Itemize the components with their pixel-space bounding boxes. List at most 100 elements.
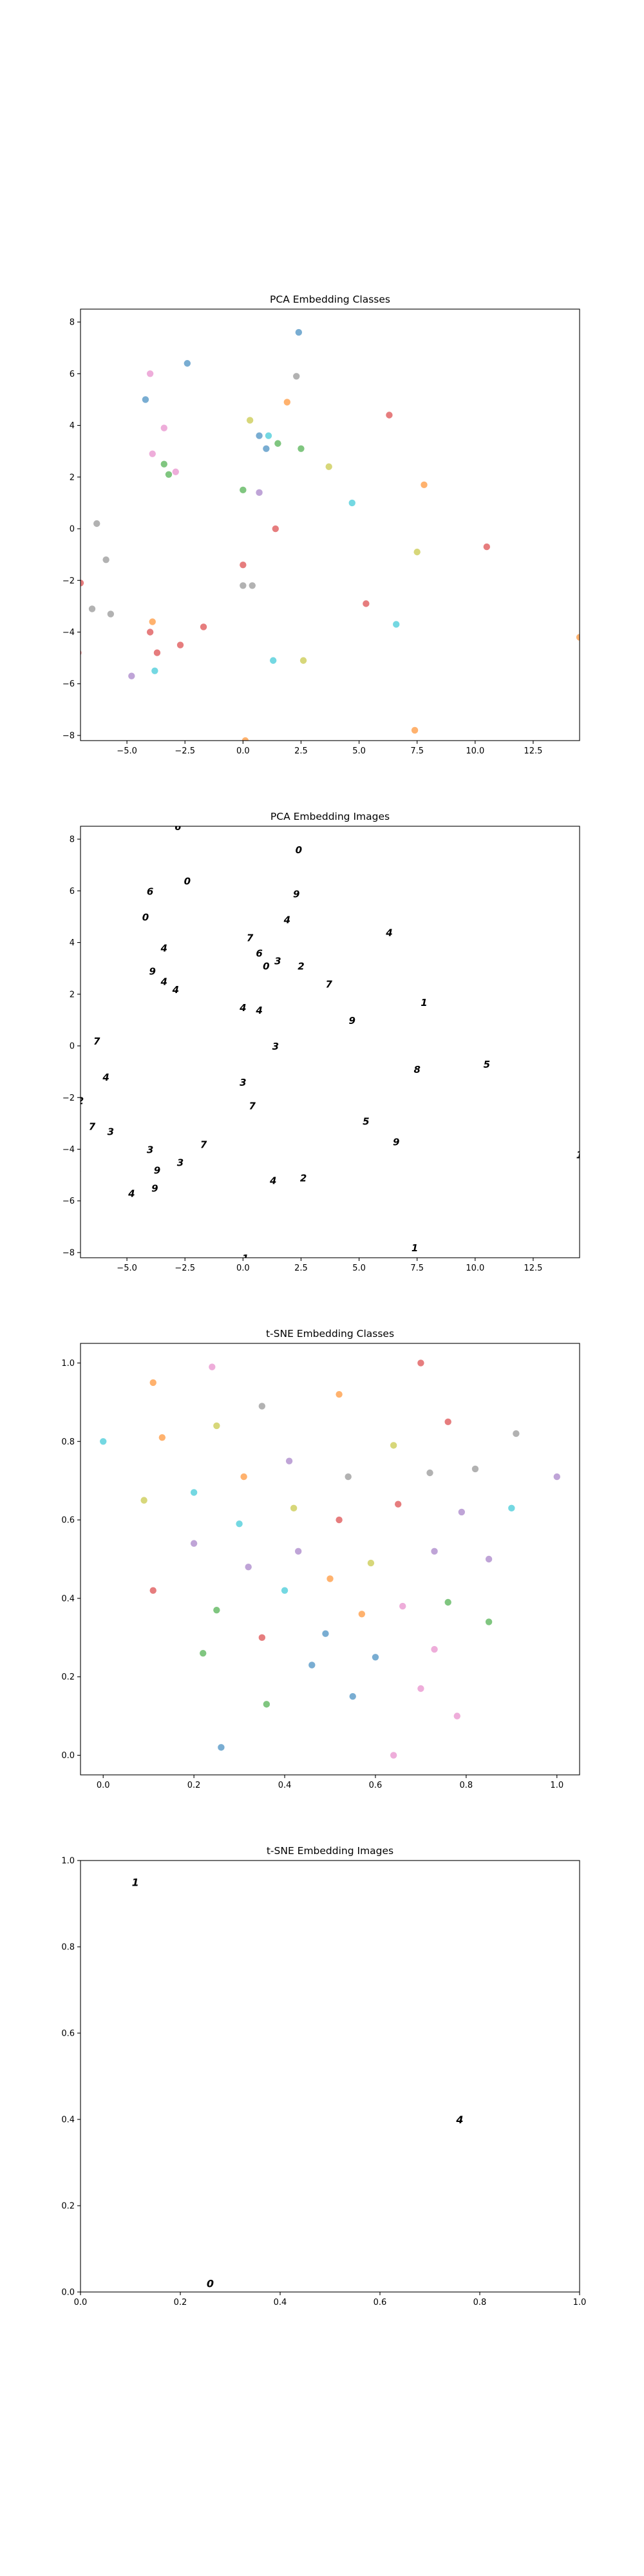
digit-image-mark: 1 [576, 1150, 583, 1161]
x-tick-label: 5.0 [352, 1264, 366, 1273]
scatter-point [393, 621, 400, 628]
scatter-point [426, 1469, 433, 1477]
scatter-point [88, 605, 96, 612]
x-tick-label: 0.0 [236, 746, 250, 756]
digit-image-mark: 9 [293, 888, 299, 900]
digit-image-mark: 2 [77, 1095, 84, 1106]
digit-image-mark: 9 [149, 966, 156, 978]
y-tick-label: −2 [62, 1094, 75, 1103]
digit-image-mark: 4 [160, 976, 167, 988]
scatter-point [256, 432, 263, 439]
scatter-point [172, 468, 179, 475]
x-tick-label: 0.2 [174, 2298, 187, 2307]
scatter-point [107, 611, 115, 618]
digit-image-mark: 4 [239, 1002, 246, 1014]
scatter-point [184, 360, 191, 367]
digit-image-mark: 8 [413, 1064, 420, 1075]
scatter-point [258, 1634, 266, 1642]
x-tick-label: 0.4 [274, 2298, 287, 2307]
scatter-point [336, 1516, 343, 1524]
y-tick-label: 0.2 [61, 1672, 75, 1682]
y-tick-label: −8 [62, 1248, 75, 1258]
scatter-point [213, 1606, 220, 1614]
x-tick-label: 0.8 [473, 2298, 487, 2307]
scatter-point [576, 634, 580, 641]
digit-image-mark: 1 [242, 1253, 249, 1264]
digit-image-mark: 3 [108, 1126, 114, 1137]
scatter-point [283, 399, 291, 406]
scatter-point [149, 1587, 156, 1594]
scatter-point [553, 1473, 560, 1481]
scatter-point [349, 1692, 356, 1700]
scatter-point [358, 1611, 366, 1618]
digit-image-mark: 3 [147, 1144, 153, 1155]
scatter-point [246, 417, 254, 424]
scatter-point [190, 1489, 198, 1496]
digit-image-mark: 3 [274, 956, 281, 967]
scatter-point [299, 657, 307, 664]
scatter-point [471, 1465, 479, 1473]
scatter-point [265, 432, 272, 439]
scatter-point [176, 641, 184, 649]
digit-image-mark: 0 [296, 844, 302, 856]
x-tick-label: −2.5 [175, 746, 195, 756]
digit-image-mark: 0 [142, 911, 149, 923]
y-tick-label: 0 [70, 525, 75, 535]
digit-image-mark: 9 [151, 1183, 158, 1195]
digit-image-mark: 2 [300, 1173, 307, 1184]
scatter-point [483, 543, 491, 551]
scatter-point [240, 1473, 247, 1481]
scatter-point [372, 1654, 379, 1661]
digit-image-mark: 9 [154, 1165, 160, 1177]
scatter-point [453, 1712, 460, 1719]
x-tick-label: 0.0 [74, 2298, 88, 2307]
scatter-point [80, 580, 84, 587]
digit-image-mark: 3 [240, 1077, 246, 1088]
scatter-point [413, 548, 421, 556]
scatter-point [240, 486, 247, 494]
scatter-point [140, 1497, 147, 1504]
y-tick-label: −6 [62, 679, 75, 689]
digit-image-mark: 4 [255, 1005, 262, 1016]
scatter-point [93, 520, 100, 527]
x-tick-label: 0.0 [236, 1264, 250, 1273]
scatter-point [417, 1685, 424, 1692]
scatter-point [394, 1501, 402, 1508]
scatter-point [100, 1438, 107, 1445]
chart-title: PCA Embedding Classes [270, 294, 390, 305]
y-tick-label: 0.6 [61, 2029, 75, 2039]
chart-title: t-SNE Embedding Images [267, 1845, 393, 1857]
y-tick-label: −4 [62, 628, 75, 638]
scatter-point [151, 667, 158, 674]
scatter-point [256, 489, 263, 497]
x-tick-label: 0.6 [369, 1781, 383, 1790]
axes-frame [80, 826, 580, 1258]
scatter-point [200, 623, 207, 630]
digit-image-mark: 3 [177, 1157, 184, 1169]
x-tick-label: 7.5 [410, 1264, 424, 1273]
x-tick-label: 0.4 [278, 1781, 292, 1790]
scatter-point [218, 1744, 225, 1751]
digit-image-mark: 4 [160, 943, 167, 954]
scatter-point [269, 657, 277, 664]
y-tick-label: 0.8 [61, 1437, 75, 1447]
digit-image-mark: 7 [200, 1139, 207, 1150]
x-tick-label: 2.5 [294, 1264, 308, 1273]
scatter-point [263, 445, 270, 452]
x-tick-label: −2.5 [175, 1264, 195, 1273]
scatter-point [149, 1379, 156, 1387]
digit-image-mark: 7 [249, 1100, 256, 1112]
scatter-point [298, 445, 305, 452]
digit-image-mark: 0 [184, 875, 191, 887]
scatter-point [421, 481, 428, 489]
y-tick-label: 0.2 [61, 2202, 75, 2211]
digit-image-mark: 4 [269, 1175, 276, 1187]
scatter-point [165, 471, 173, 478]
y-tick-label: 1.0 [61, 1359, 75, 1368]
x-tick-label: 0.6 [374, 2298, 387, 2307]
y-tick-label: −8 [62, 731, 75, 741]
digit-image-mark: 6 [147, 886, 153, 897]
scatter-point [200, 1649, 207, 1657]
y-tick-label: 8 [70, 835, 75, 845]
